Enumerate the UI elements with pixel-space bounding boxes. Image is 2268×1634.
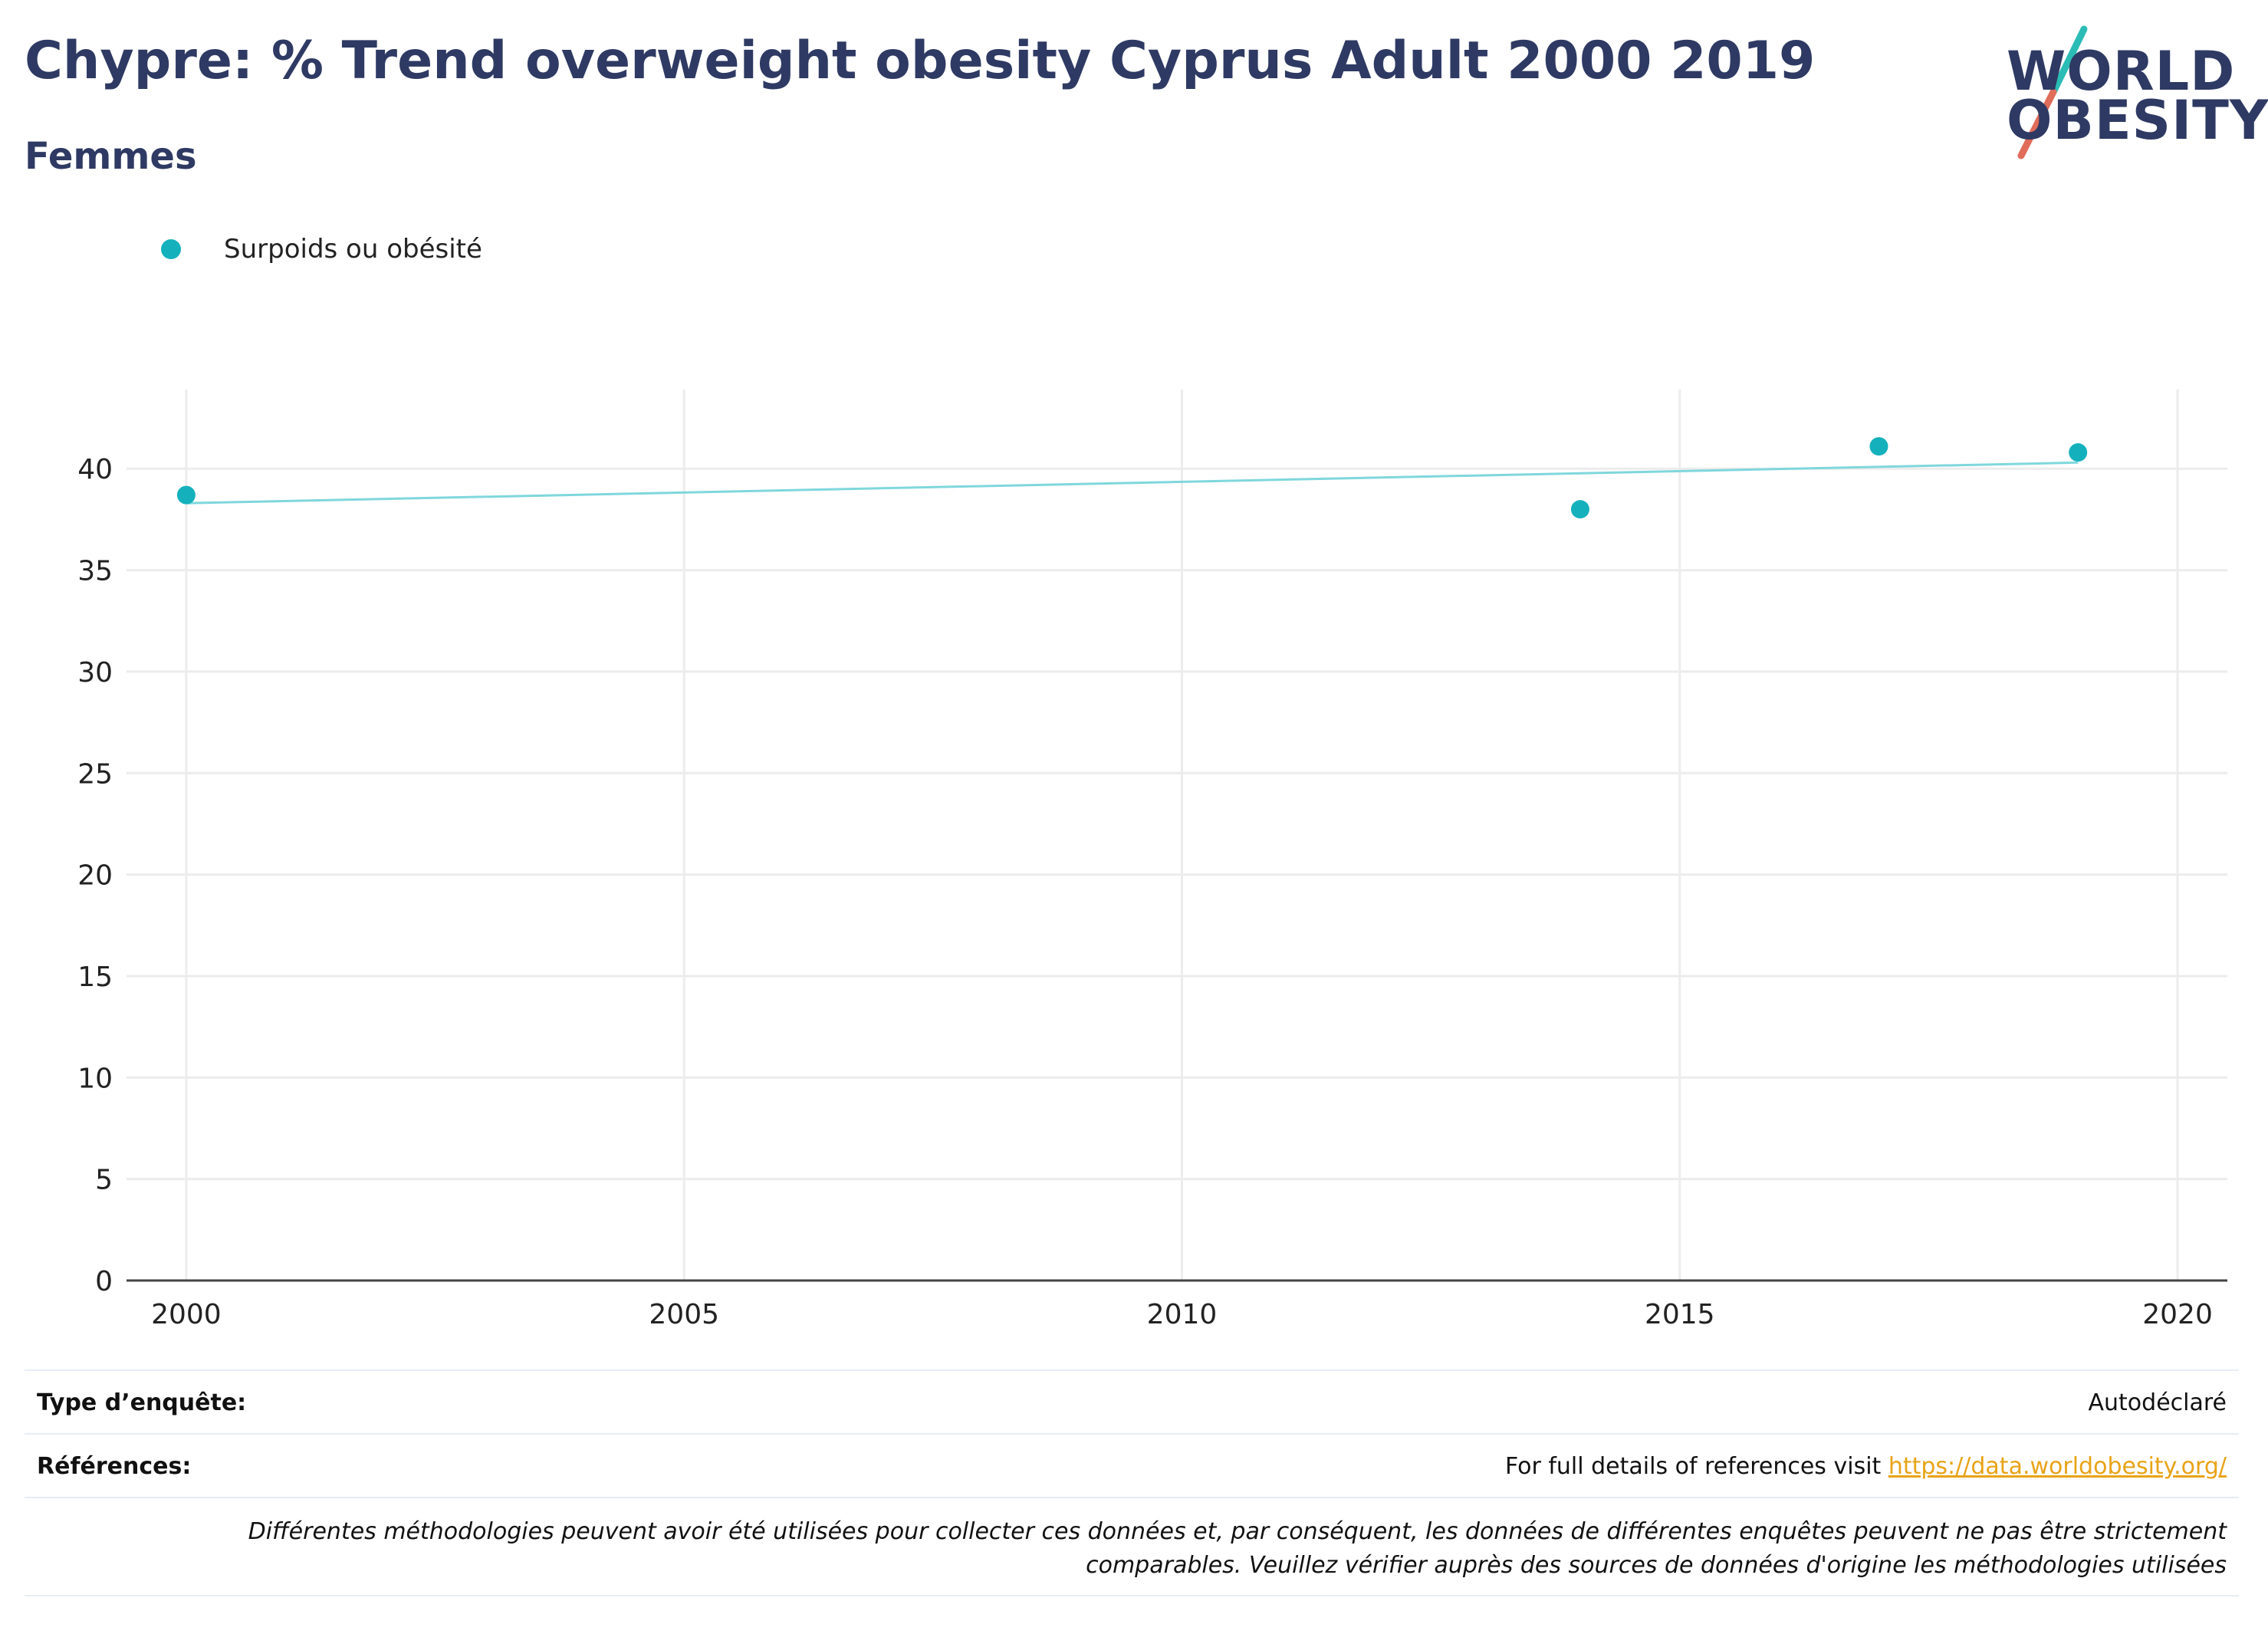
logo-text-obesity: OBESITY	[2007, 89, 2268, 152]
references-label: Références:	[37, 1453, 192, 1480]
data-point	[1869, 437, 1888, 456]
footer-disclaimer-row: Différentes méthodologies peuvent avoir …	[25, 1497, 2239, 1596]
chart-subtitle: Femmes	[25, 135, 197, 178]
logo-text-world: WORLD	[2007, 40, 2236, 103]
y-tick-label: 0	[95, 1266, 113, 1297]
y-tick-label: 5	[95, 1165, 113, 1196]
references-prefix: For full details of references visit	[1504, 1453, 1888, 1480]
x-tick-label: 2010	[1147, 1299, 1218, 1330]
y-tick-label: 40	[77, 454, 113, 485]
data-point	[176, 485, 196, 505]
y-tick-label: 10	[77, 1063, 113, 1094]
survey-type-value: Autodéclaré	[2088, 1389, 2227, 1416]
chart-legend: Surpoids ou obésité	[161, 230, 482, 268]
y-tick-label: 15	[77, 962, 113, 993]
trend-line	[186, 461, 2079, 505]
scatter-chart: 0 5 10 15 20 25 30 35 40 2000 2005 2010 2015 2020	[77, 390, 2227, 1330]
x-tick-label: 2020	[2142, 1299, 2213, 1330]
disclaimer-text: Différentes méthodologies peuvent avoir …	[248, 1518, 2227, 1579]
tick-layer: 0 5 10 15 20 25 30 35 40 2000 2005 2010 2015 2020	[77, 454, 2213, 1330]
legend-label: Surpoids ou obésité	[224, 234, 482, 265]
footer-references-row: Références: For full details of referenc…	[25, 1433, 2239, 1498]
y-tick-label: 35	[77, 556, 113, 587]
references-value: For full details of references visit htt…	[1505, 1453, 2227, 1480]
world-obesity-logo: WORLD OBESITY	[1994, 21, 2268, 163]
x-tick-label: 2000	[151, 1299, 222, 1330]
grid-layer	[127, 390, 2227, 1281]
y-tick-label: 20	[77, 860, 113, 892]
survey-type-label: Type d’enquête:	[37, 1389, 247, 1416]
legend-marker	[161, 239, 181, 259]
data-point	[1570, 500, 1589, 519]
x-tick-label: 2005	[649, 1299, 719, 1330]
y-tick-label: 25	[77, 758, 113, 790]
x-tick-label: 2015	[1645, 1299, 1715, 1330]
point-layer	[176, 437, 2088, 519]
logo-slash-icon	[2017, 25, 2088, 159]
y-tick-label: 30	[77, 657, 113, 689]
data-point	[2069, 443, 2088, 462]
references-link[interactable]: https://data.worldobesity.org/	[1888, 1453, 2227, 1480]
trend-layer	[186, 461, 2079, 505]
footer-survey-type-row: Type d’enquête: Autodéclaré	[25, 1369, 2239, 1434]
chart-title: Chypre: % Trend overweight obesity Cypru…	[25, 31, 1816, 91]
